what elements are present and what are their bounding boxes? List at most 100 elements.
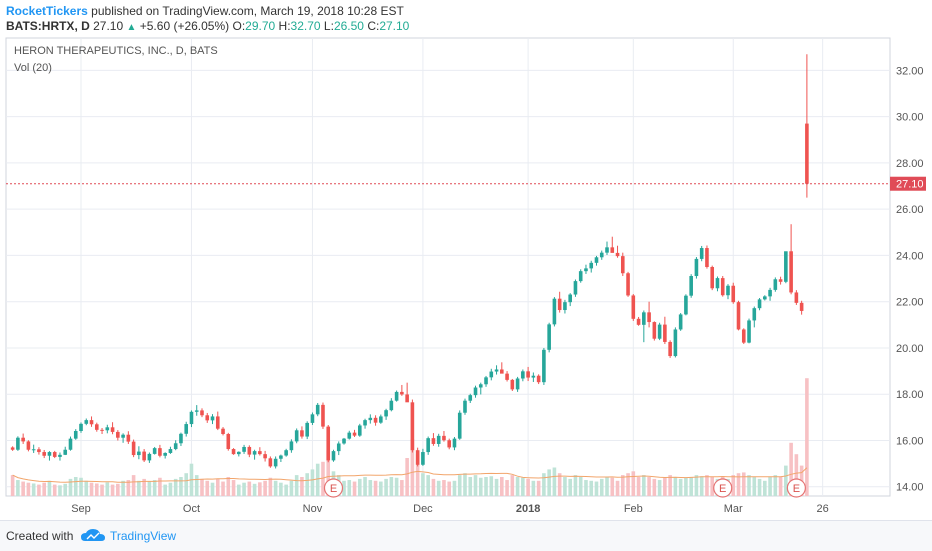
volume-bar xyxy=(42,482,46,496)
candle-body xyxy=(84,420,89,424)
close-value: 27.10 xyxy=(379,19,410,33)
candle-body xyxy=(599,252,604,258)
earnings-marker-icon[interactable] xyxy=(713,478,733,498)
x-tick-label: Oct xyxy=(183,503,200,515)
candle-body xyxy=(647,312,651,323)
candle-body xyxy=(663,324,667,342)
candle-body xyxy=(799,302,804,311)
candle-body xyxy=(442,435,446,441)
volume-bar xyxy=(215,478,220,496)
volume-bar xyxy=(431,478,436,496)
volume-bar xyxy=(510,475,515,496)
candle-body xyxy=(52,452,57,457)
candle-body xyxy=(384,410,388,417)
candle-body xyxy=(258,451,262,455)
volume-bar xyxy=(73,477,78,496)
candle-body xyxy=(326,426,331,461)
x-tick-label: Mar xyxy=(724,503,743,515)
x-tick-label: Feb xyxy=(624,503,643,515)
time-axis[interactable]: Sep Oct Nov Dec 2018 Feb Mar 26 xyxy=(71,503,829,515)
candle-body xyxy=(673,329,678,357)
volume-bar xyxy=(179,477,183,496)
publish-info: published on TradingView.com, March 19, … xyxy=(91,4,404,18)
volume-bar xyxy=(542,473,546,496)
volume-bar xyxy=(599,478,604,496)
price-change: +5.60 (+26.05%) xyxy=(139,19,230,33)
volume-bar xyxy=(778,477,783,496)
volume-bar xyxy=(505,480,509,496)
volume-bar xyxy=(200,478,204,496)
volume-bar xyxy=(705,475,709,496)
candle-body xyxy=(79,423,83,432)
volume-bar xyxy=(173,478,178,496)
earnings-marker-icon[interactable] xyxy=(323,478,344,498)
earnings-marker-icon[interactable] xyxy=(786,478,806,498)
volume-bar xyxy=(68,478,73,496)
volume-bar xyxy=(121,480,125,496)
candle-body xyxy=(752,308,757,321)
volume-bar xyxy=(784,465,788,496)
up-arrow-icon: ▲ xyxy=(126,22,137,33)
candle-body xyxy=(342,438,346,444)
last-price-tag-label: 27.10 xyxy=(896,179,924,191)
volume-bar xyxy=(352,481,357,496)
candle-body xyxy=(521,371,525,379)
x-tick-label: Sep xyxy=(71,503,91,515)
volume-bar xyxy=(415,454,420,496)
close-label: C: xyxy=(367,19,380,33)
candle-body xyxy=(336,443,341,452)
price-axis[interactable]: 32.00 30.00 28.00 26.00 24.00 22.00 20.00 18.00… xyxy=(890,65,926,494)
volume-bar xyxy=(342,480,346,496)
tradingview-cloud-icon[interactable] xyxy=(80,527,106,545)
candle-body xyxy=(294,430,299,442)
candle-body xyxy=(694,258,699,277)
candle-body xyxy=(247,446,252,455)
volume-bar xyxy=(736,473,741,496)
candle-body xyxy=(410,402,415,451)
author-link[interactable]: RocketTickers xyxy=(6,4,88,18)
volume-bar xyxy=(31,483,36,496)
volume-bar xyxy=(468,477,473,496)
last-price-tag xyxy=(890,176,926,191)
volume-bar xyxy=(37,484,41,496)
candle-body xyxy=(284,450,288,456)
symbol-label: BATS:HRTX, D xyxy=(6,19,90,33)
footer-bar: Created with TradingView xyxy=(0,520,932,551)
volume-bar xyxy=(557,473,562,496)
candle-body xyxy=(584,268,588,272)
candle-body xyxy=(68,438,73,450)
candle-body xyxy=(547,324,551,350)
candle-body xyxy=(405,394,409,403)
volume-bar xyxy=(284,484,288,496)
volume-bar xyxy=(131,475,136,496)
volume-bar xyxy=(58,485,62,496)
candle-body xyxy=(557,298,562,311)
candle-body xyxy=(16,437,20,450)
volume-bar xyxy=(421,473,425,496)
volume-bar xyxy=(142,478,146,496)
created-with-label: Created with xyxy=(6,529,74,543)
candle-body xyxy=(279,455,283,459)
candle-body xyxy=(773,279,778,290)
candle-body xyxy=(747,320,751,343)
candle-body xyxy=(763,296,767,300)
candle-body xyxy=(289,441,294,451)
tradingview-brand[interactable]: TradingView xyxy=(110,529,177,543)
candle-body xyxy=(179,433,183,444)
candle-body xyxy=(478,384,483,388)
candle-body xyxy=(610,247,615,253)
volume-bar xyxy=(163,484,167,496)
candle-body xyxy=(741,329,746,343)
candle-body xyxy=(415,450,420,465)
candle-body xyxy=(237,451,241,455)
x-tick-label: 2018 xyxy=(516,503,540,515)
volume-bar xyxy=(194,475,199,496)
volume-bar xyxy=(620,475,625,496)
candle-body xyxy=(357,425,362,436)
candle-body xyxy=(626,273,630,296)
volume-bar xyxy=(794,454,799,496)
volume-bar xyxy=(110,484,115,496)
volume-bar xyxy=(463,473,467,496)
price-chart[interactable]: 32.00 30.00 28.00 26.00 24.00 22.00 20.00 18.00… xyxy=(0,36,932,520)
candle-body xyxy=(615,252,620,257)
